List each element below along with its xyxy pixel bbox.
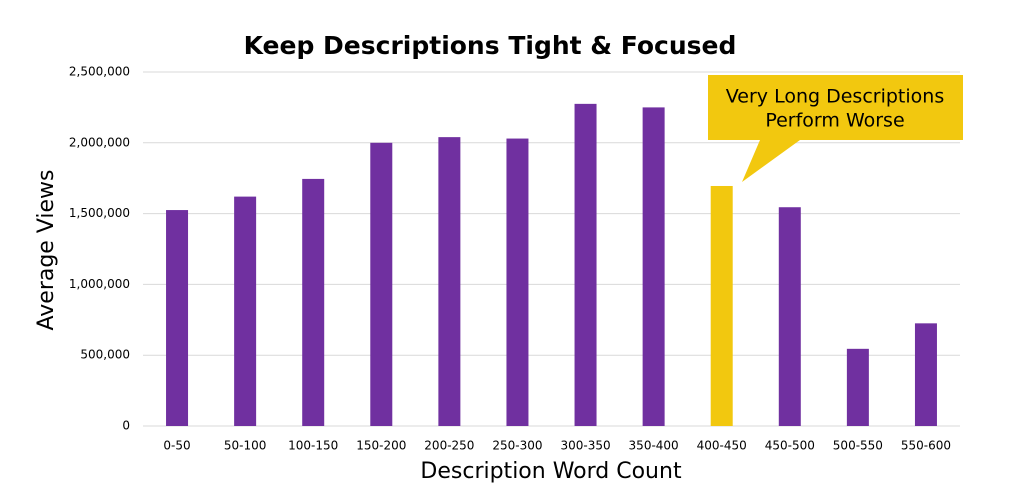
bar bbox=[846, 348, 869, 426]
y-tick-label: 0 bbox=[122, 419, 130, 433]
x-tick-label: 100-150 bbox=[288, 439, 338, 453]
x-tick-label: 300-350 bbox=[560, 439, 610, 453]
bar bbox=[166, 210, 189, 426]
y-tick-label: 2,500,000 bbox=[69, 65, 130, 79]
callout bbox=[708, 75, 963, 182]
x-axis-label: Description Word Count bbox=[420, 459, 682, 484]
x-tick-label: 500-550 bbox=[833, 439, 883, 453]
x-tick-label: 50-100 bbox=[224, 439, 267, 453]
y-tick-label: 500,000 bbox=[80, 348, 130, 362]
x-tick-label: 550-600 bbox=[901, 439, 951, 453]
y-tick-label: 1,000,000 bbox=[69, 277, 130, 291]
x-tick-label: 250-300 bbox=[492, 439, 542, 453]
bar bbox=[642, 107, 665, 427]
x-tick-label: 200-250 bbox=[424, 439, 474, 453]
y-tick-label: 1,500,000 bbox=[69, 206, 130, 220]
bar bbox=[438, 137, 461, 427]
bar bbox=[710, 185, 733, 426]
chart-title: Keep Descriptions Tight & Focused bbox=[244, 31, 737, 60]
x-tick-label: 0-50 bbox=[163, 439, 190, 453]
y-tick-label: 2,000,000 bbox=[69, 135, 130, 149]
x-tick-label: 400-450 bbox=[697, 439, 747, 453]
bar bbox=[574, 103, 597, 427]
y-axis-label: Average Views bbox=[34, 169, 59, 330]
bar bbox=[778, 207, 801, 426]
x-tick-label: 150-200 bbox=[356, 439, 406, 453]
x-tick-label: 350-400 bbox=[629, 439, 679, 453]
annotation: Very Long Descriptions bbox=[726, 86, 944, 108]
x-tick-label: 450-500 bbox=[765, 439, 815, 453]
bar bbox=[234, 196, 257, 426]
bar bbox=[370, 142, 393, 427]
bar bbox=[506, 138, 529, 426]
bar bbox=[302, 178, 325, 426]
annotation: Perform Worse bbox=[765, 110, 904, 132]
bar bbox=[914, 323, 937, 426]
